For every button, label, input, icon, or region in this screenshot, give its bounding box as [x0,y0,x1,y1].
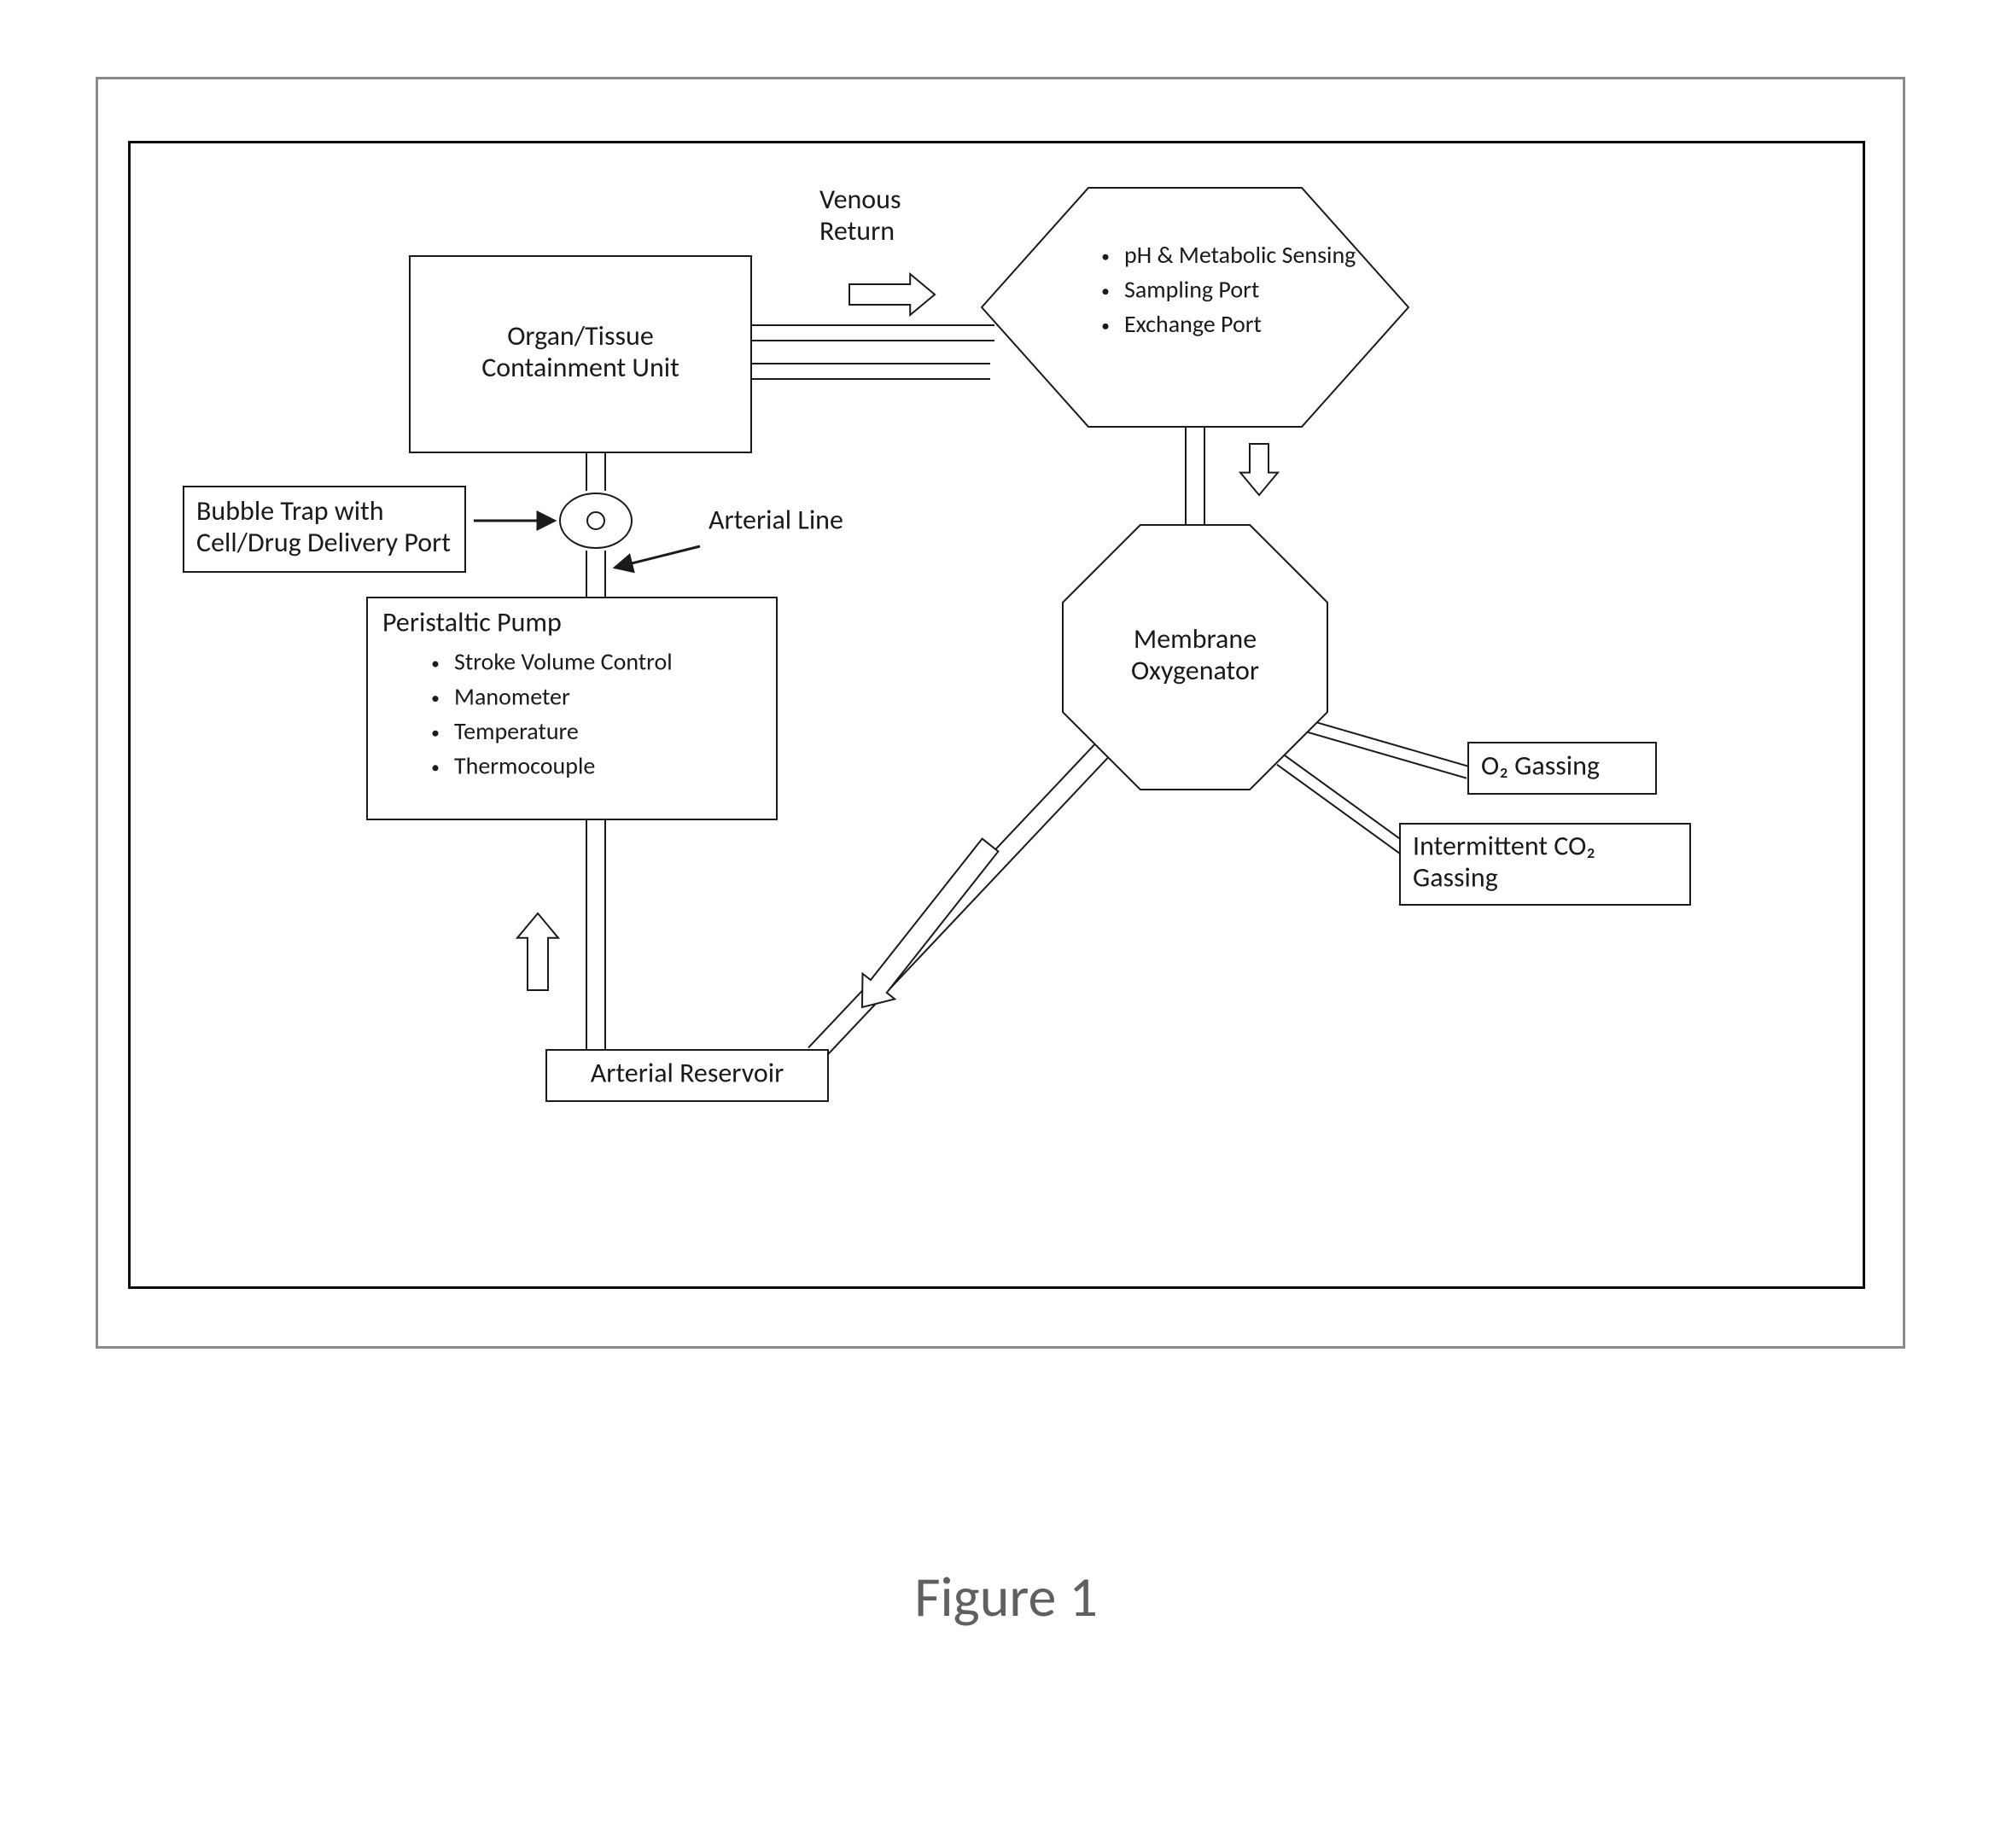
venous-return-arrow [849,274,935,315]
reservoir-to-pump-arrow [517,913,558,990]
sensing-bullet: pH & Metabolic Sensing [1124,240,1356,270]
bubble_trap_label-label: Bubble Trap with [196,494,384,528]
bullet-icon [433,731,439,737]
oxygenator-label: Oxygenator [1131,654,1259,687]
bullet-icon [1103,254,1109,260]
diagram-svg: Organ/TissueContainment Unit Bubble Trap … [131,143,1863,1286]
sensing-to-oxygenator-arrow [1240,444,1278,495]
oxygenator-label: Membrane [1134,622,1257,656]
bullet-icon [433,662,439,667]
bullet-icon [433,765,439,771]
oxygenator-to-o2 [1308,720,1470,767]
arterial-line-pointer [615,546,700,568]
figure-caption: Figure 1 [0,1562,2012,1631]
o2-label: O₂ Gassing [1481,749,1600,783]
pump-bullet: Temperature [454,716,579,746]
co2-label: Intermittent CO₂ [1413,830,1595,863]
venous-return-label: Venous [819,183,901,216]
sensing-bullet: Exchange Port [1124,309,1262,339]
sensing-bullet: Sampling Port [1124,274,1259,304]
venous-return-label: Return [819,214,895,248]
inner-frame: Organ/TissueContainment Unit Bubble Trap … [128,141,1865,1289]
pump-bullet: Stroke Volume Control [454,647,673,677]
containment-label: Organ/Tissue [507,319,654,353]
bullet-icon [1103,289,1109,294]
containment-label: Containment Unit [481,351,679,384]
pump-title: Peristaltic Pump [382,606,562,639]
sensing-node [982,188,1408,427]
bullet-icon [433,696,439,702]
oxygenator-to-co2 [1277,765,1401,854]
pump-bullet: Thermocouple [454,750,595,780]
co2-label: Gassing [1413,861,1498,895]
bubble-trap-icon [560,493,632,548]
oxygenator-to-co2 [1284,755,1408,844]
oxygenator-to-reservoir [822,758,1108,1061]
oxygenator-to-o2 [1304,732,1467,778]
reservoir-label: Arterial Reservoir [591,1057,784,1090]
pump-bullet: Manometer [454,681,570,711]
bullet-icon [1103,324,1109,329]
arterial-line-label: Arterial Line [709,504,843,537]
oxygenator-to-reservoir-arrow [862,839,998,1007]
bubble_trap_label-label: Cell/Drug Delivery Port [196,526,451,559]
